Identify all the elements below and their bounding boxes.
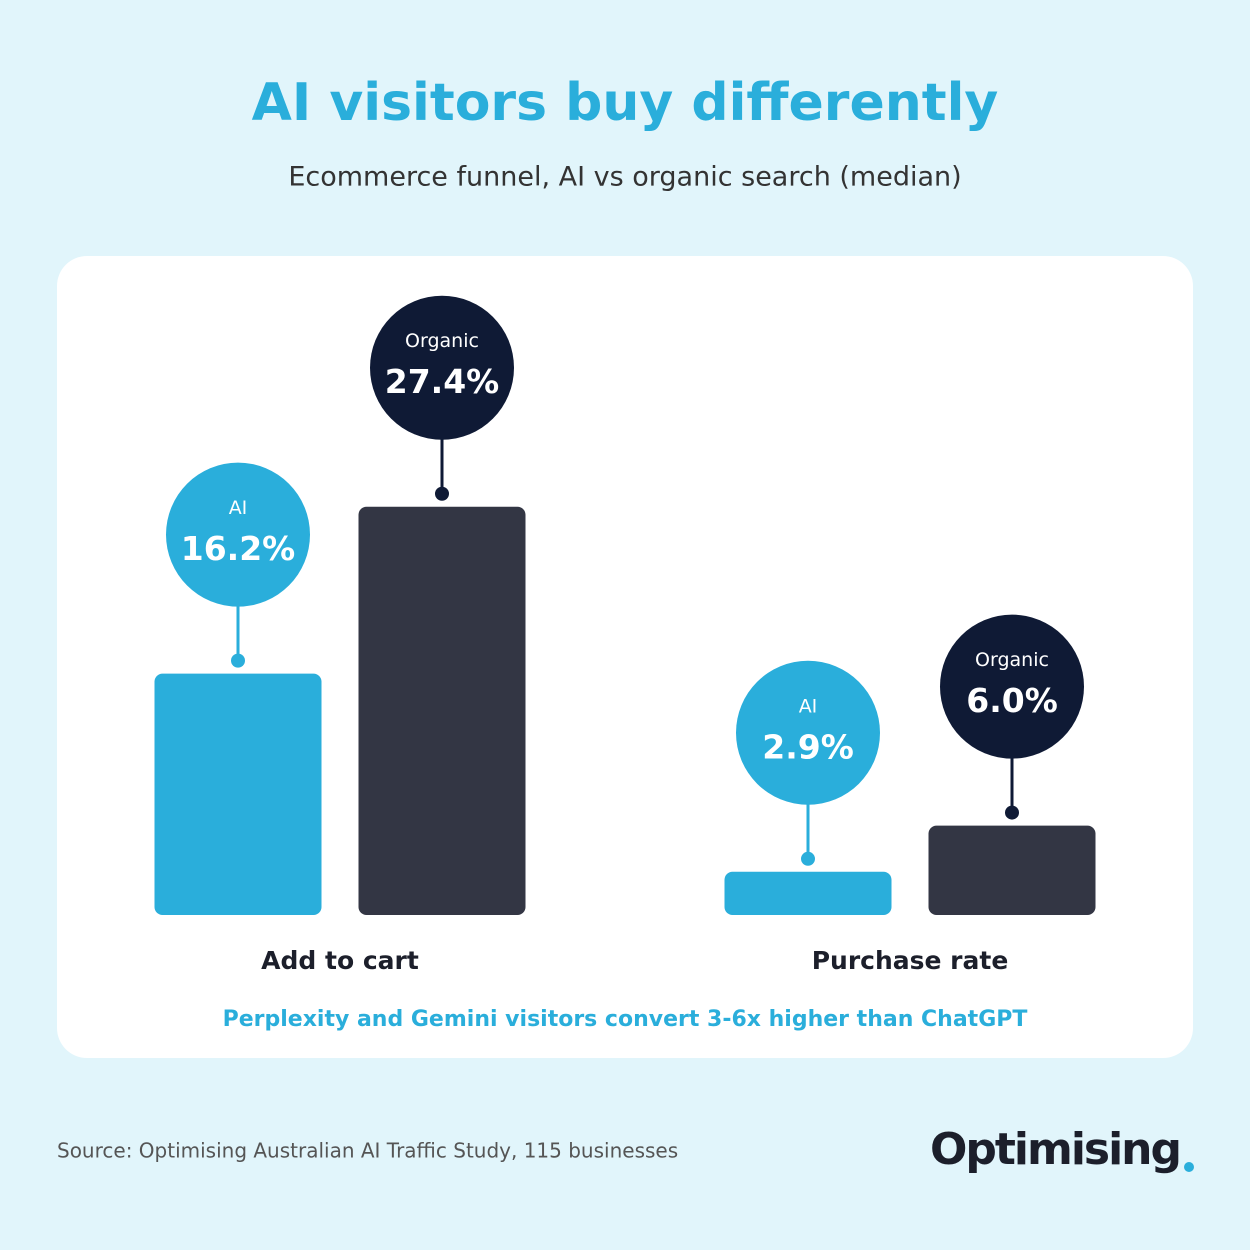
annotation: Perplexity and Gemini visitors convert 3…: [223, 1007, 1028, 1032]
bubble-series-name: AI: [229, 497, 248, 519]
bubble-series-name: Organic: [405, 330, 479, 352]
value-bubble: [736, 660, 880, 805]
bubble-series-name: AI: [799, 695, 818, 717]
connector-dot: [231, 653, 245, 668]
connector-dot: [1005, 805, 1019, 820]
bar: [928, 825, 1096, 915]
category-label: Add to cart: [261, 946, 419, 975]
subtitle: Ecommerce funnel, AI vs organic search (…: [288, 162, 961, 193]
connector-dot: [801, 851, 815, 866]
bar: [358, 506, 526, 915]
category-label: Purchase rate: [812, 946, 1009, 975]
value-label: 16.2%: [181, 529, 296, 568]
connector-dot: [435, 486, 449, 501]
source: Source: Optimising Australian AI Traffic…: [57, 1139, 678, 1163]
value-bubble: [166, 462, 310, 607]
value-label: 27.4%: [385, 362, 500, 401]
value-bubble: [370, 295, 514, 440]
value-label: 2.9%: [762, 727, 854, 766]
bar: [724, 871, 892, 915]
bubble-series-name: Organic: [975, 649, 1049, 671]
brand-logo: Optimising: [930, 1124, 1180, 1175]
logo-dot: [1184, 1162, 1194, 1172]
value-label: 6.0%: [966, 681, 1058, 720]
value-bubble: [940, 614, 1084, 759]
card: [57, 256, 1193, 1058]
chart-title: AI visitors buy differently: [252, 73, 999, 133]
bar: [154, 673, 322, 915]
